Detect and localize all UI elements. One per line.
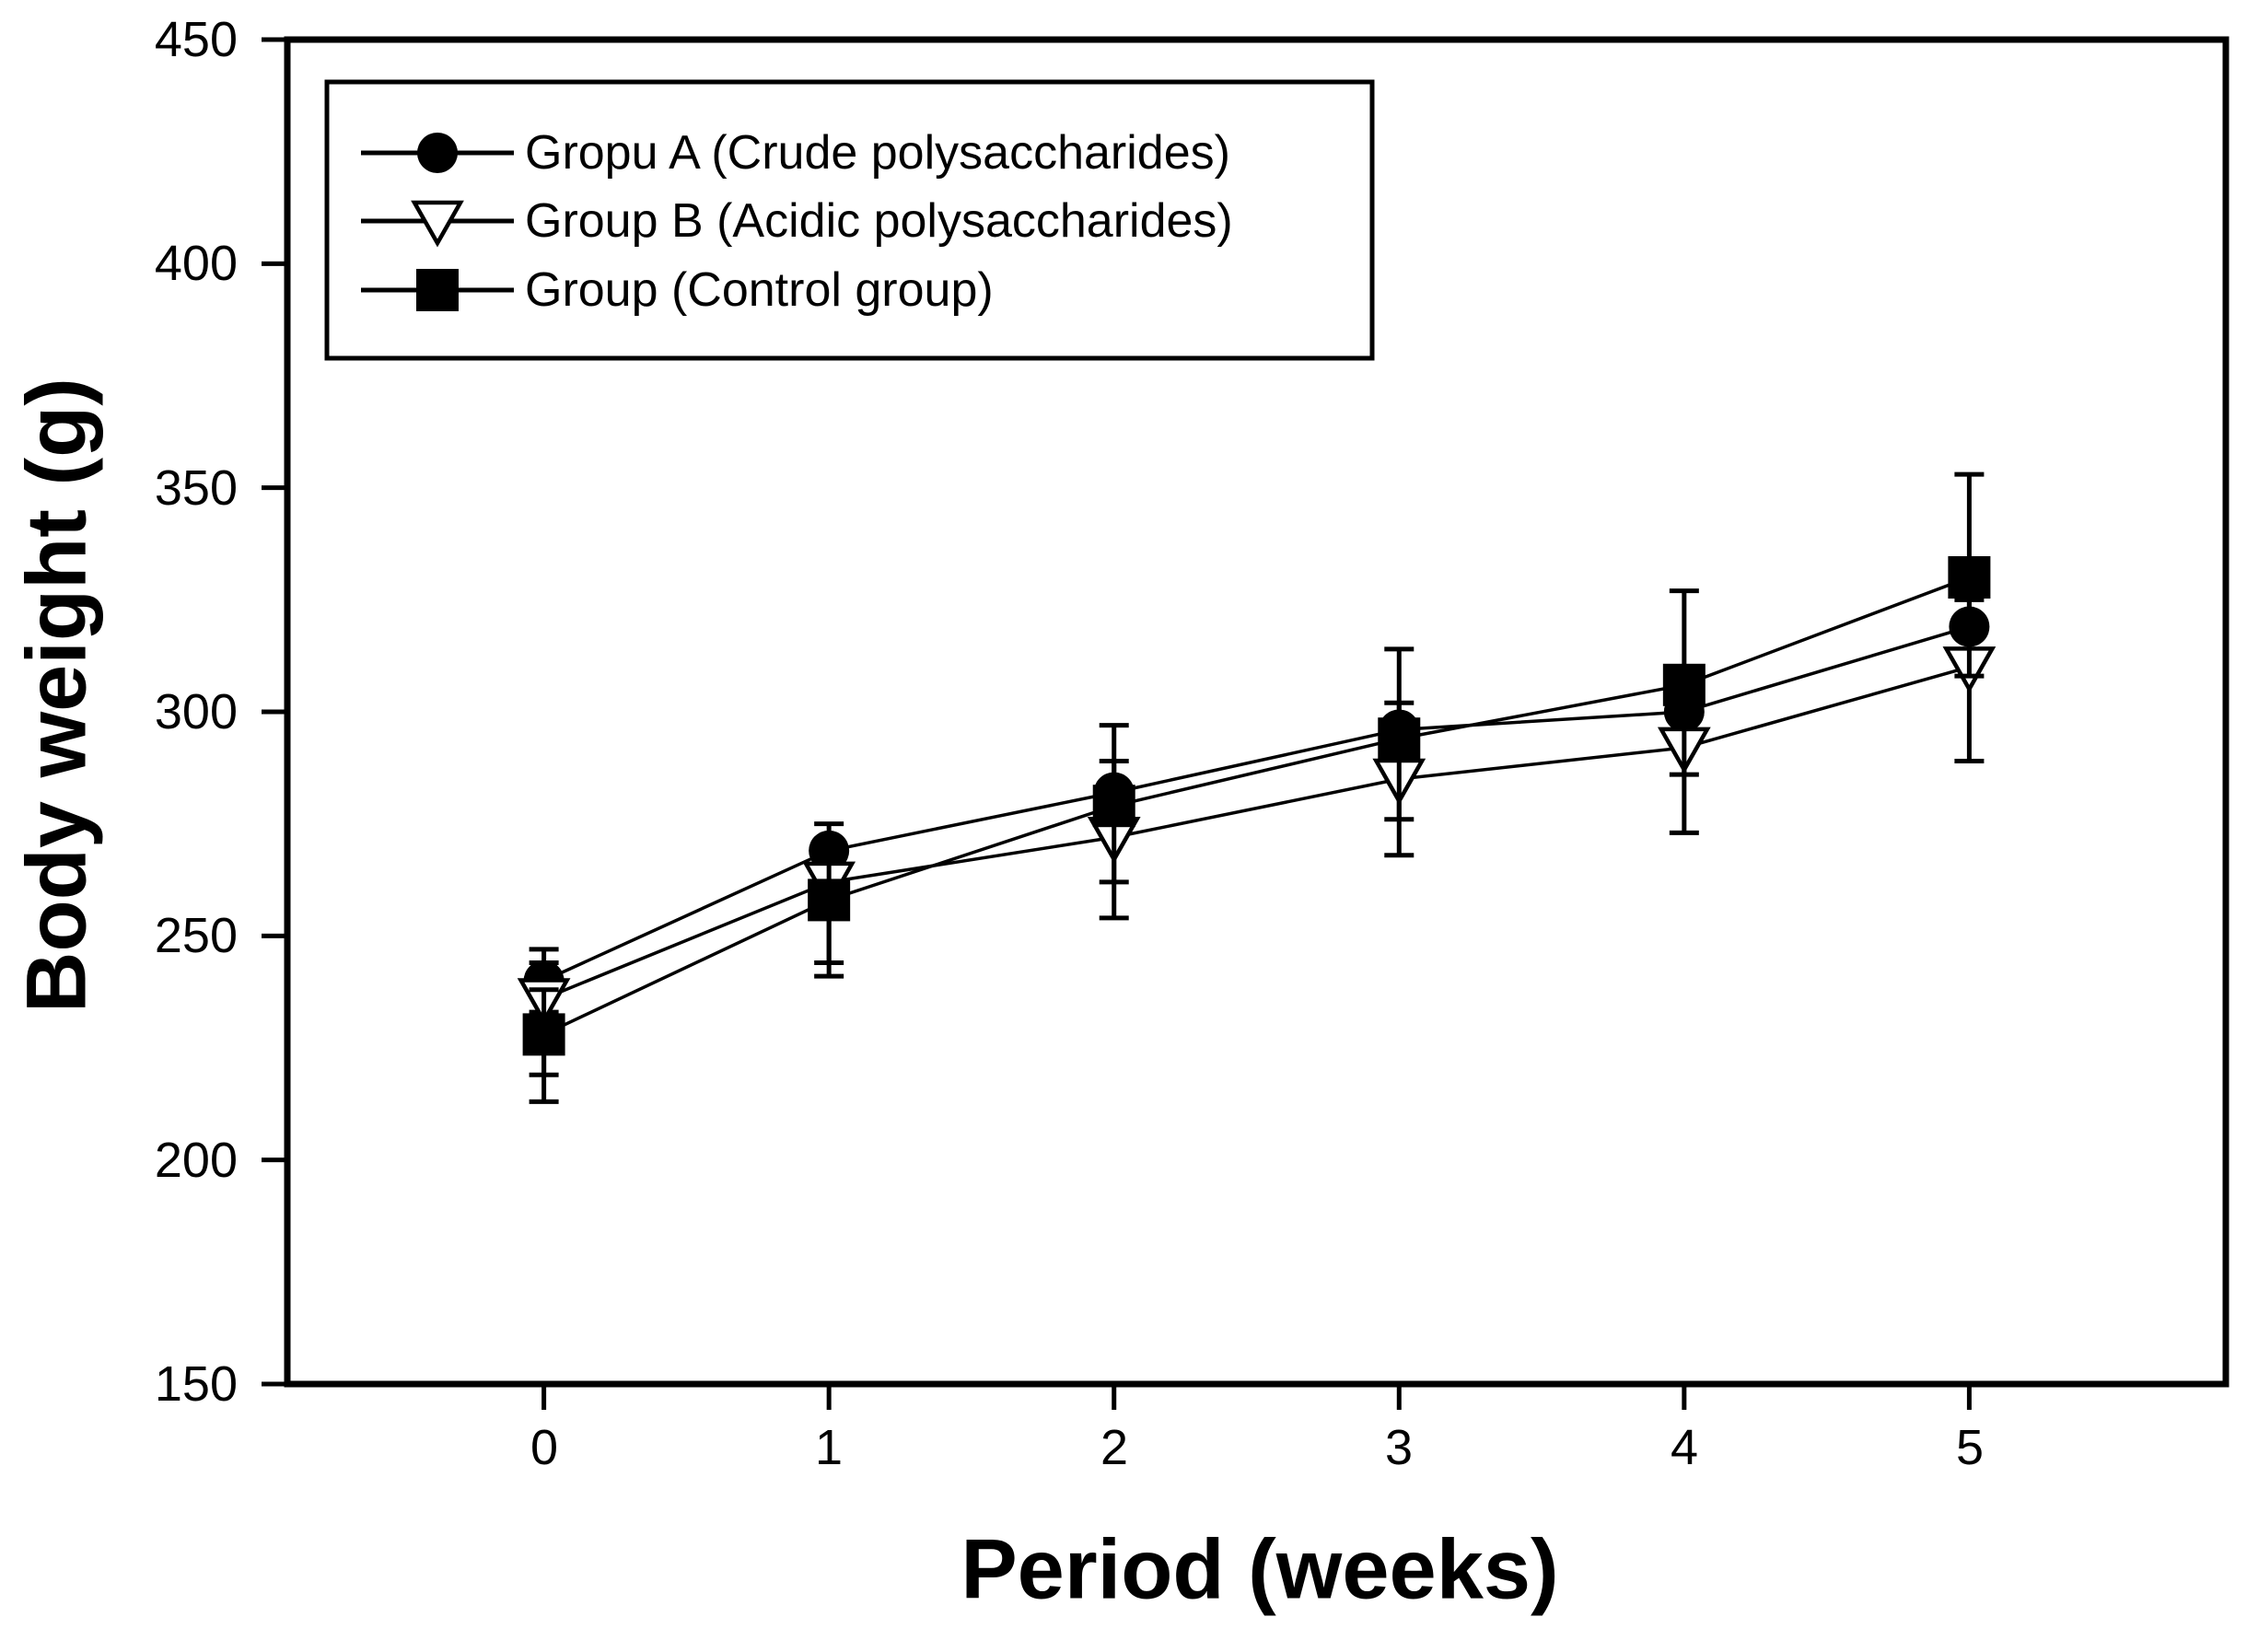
x-tick-label-0: 0 — [530, 1420, 559, 1475]
series-control-marker-w1 — [808, 878, 851, 922]
x-tick-label-2: 2 — [1100, 1420, 1129, 1475]
x-tick-label-3: 3 — [1384, 1420, 1414, 1475]
series-group-b-line — [542, 665, 1970, 1001]
legend-sample-marker-group-b — [411, 200, 464, 248]
legend-label-group-b: Group B (Acidic polysaccharides) — [525, 194, 1233, 248]
legend-box — [324, 79, 1375, 361]
series-control-marker-w4 — [1662, 663, 1706, 706]
series-control-line — [542, 576, 1971, 1036]
series-control-marker-w5 — [1948, 556, 1991, 599]
y-axis-title: Body weight (g) — [9, 378, 104, 1013]
x-axis-title: Period (weeks) — [961, 1522, 1559, 1617]
y-tick-label-400: 400 — [154, 236, 238, 291]
y-tick-label-450: 450 — [154, 12, 238, 67]
x-tick-label-5: 5 — [1955, 1420, 1985, 1475]
y-tick-label-300: 300 — [154, 684, 238, 739]
series-control-marker-w2 — [1092, 785, 1135, 828]
y-tick-label-150: 150 — [154, 1356, 238, 1412]
series-control-marker-w0 — [522, 1013, 565, 1056]
series-control-marker-w3 — [1378, 717, 1421, 761]
x-tick-label-4: 4 — [1670, 1420, 1699, 1475]
y-tick-label-250: 250 — [154, 908, 238, 963]
y-tick-label-200: 200 — [154, 1133, 238, 1188]
series-group-a-line — [542, 624, 1970, 983]
x-tick-label-1: 1 — [814, 1420, 844, 1475]
y-tick-label-350: 350 — [154, 460, 238, 516]
legend-label-group-a: Gropu A (Crude polysaccharides) — [525, 126, 1230, 180]
legend-label-control: Group (Control group) — [525, 263, 994, 317]
legend-sample-marker-group-a — [417, 133, 458, 173]
legend-sample-marker-control — [416, 269, 459, 311]
